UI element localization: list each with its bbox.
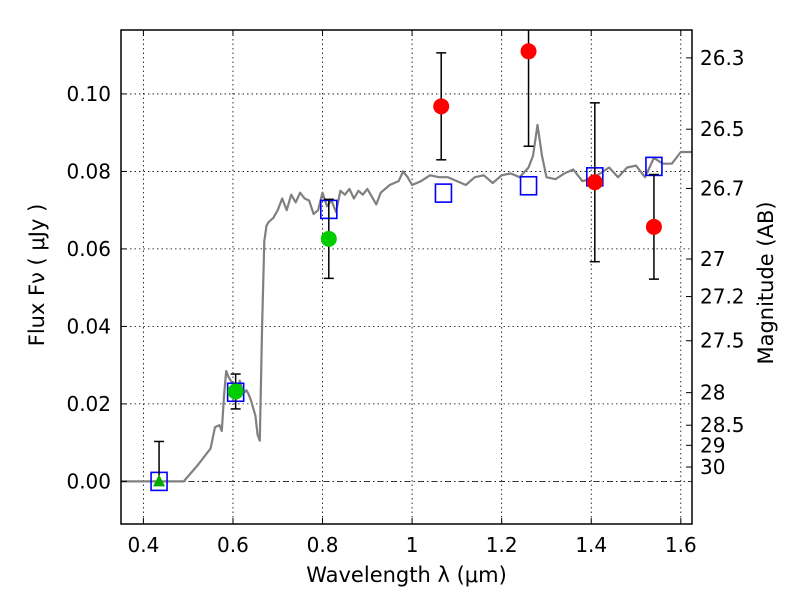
- model-point-square: [519, 175, 538, 196]
- right-tick-label: 26.3: [700, 46, 745, 70]
- grid: [121, 30, 692, 524]
- right-tick-label: 30: [700, 455, 725, 479]
- x-tick-label: 1.2: [486, 533, 518, 557]
- x-tick-label: 1: [406, 533, 419, 557]
- right-tick-label: 26.5: [700, 117, 745, 141]
- data-point-circle: [520, 43, 537, 60]
- y-tick-label: 0.08: [66, 159, 111, 183]
- y-tick-label: 0.10: [66, 82, 111, 106]
- data-point-circle: [645, 218, 662, 235]
- upper-limit-triangle: [153, 474, 166, 487]
- right-tick-label: 28: [700, 381, 725, 405]
- right-tick-label: 29: [700, 433, 725, 457]
- data-point-circle: [227, 383, 244, 400]
- right-tick-label: 27: [700, 247, 725, 271]
- model-point-square: [434, 183, 453, 203]
- y-tick-label: 0.06: [66, 237, 111, 261]
- y-axis-label: Flux Fν ( μJy ): [25, 204, 49, 347]
- data-point-circle: [586, 174, 603, 191]
- right-axis-label: Magnitude (AB): [754, 201, 778, 364]
- plot-frame: [120, 29, 693, 525]
- y-tick-label: 0.00: [66, 469, 111, 493]
- y-tick-label: 0.04: [66, 314, 111, 338]
- x-tick-label: 0.6: [217, 533, 249, 557]
- x-tick-label: 0.4: [127, 533, 159, 557]
- x-tick-label: 0.8: [307, 533, 339, 557]
- right-tick-label: 27.5: [700, 329, 745, 353]
- axis-ticks: 0.4 0.6 0.8 1 1.2 1.4 1.6 0.00 0.02 0.04 0.06 0.08 0…: [66, 30, 745, 557]
- right-tick-label: 28.5: [700, 413, 745, 437]
- x-tick-label: 1.4: [575, 533, 607, 557]
- spectrum-line: [121, 123, 692, 483]
- data-markers: [150, 30, 663, 492]
- right-tick-label: 27.2: [700, 285, 745, 309]
- data-point-circle: [320, 230, 337, 247]
- data-point-circle: [433, 98, 450, 115]
- right-tick-label: 26.7: [700, 176, 745, 200]
- x-tick-label: 1.6: [665, 533, 697, 557]
- x-axis-label: Wavelength λ (μm): [306, 563, 507, 587]
- y-tick-label: 0.02: [66, 392, 111, 416]
